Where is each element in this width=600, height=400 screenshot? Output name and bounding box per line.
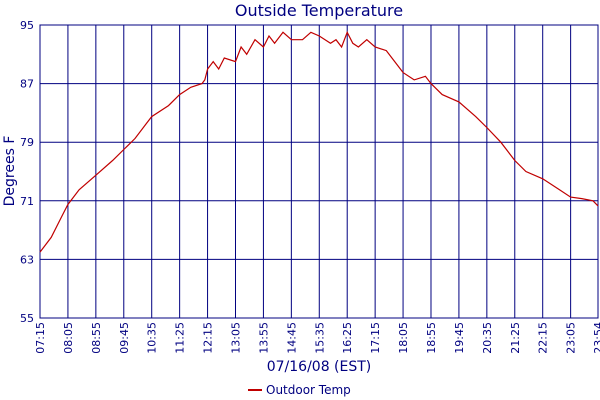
data-line: [39, 30, 599, 253]
x-tick-label: 09:45: [118, 322, 131, 354]
x-tick-label: 15:35: [313, 322, 326, 354]
y-axis-label: Degrees F: [2, 136, 18, 207]
x-tick-label: 18:05: [397, 322, 410, 354]
x-tick-label: 21:25: [509, 322, 522, 354]
x-tick-label: 13:55: [257, 322, 270, 354]
x-tick-label: 23:05: [565, 322, 578, 354]
x-tick-label: 18:55: [425, 322, 438, 354]
x-tick-label: 17:15: [369, 322, 382, 354]
y-tick-label: 95: [20, 19, 34, 32]
y-tick-label: 79: [20, 136, 34, 149]
x-tick-label: 16:25: [341, 322, 354, 354]
y-tick-label: 63: [20, 253, 34, 266]
x-tick-label: 20:35: [481, 322, 494, 354]
x-axis-label: 07/16/08 (EST): [267, 359, 372, 375]
y-tick-label: 87: [20, 78, 34, 91]
x-tick-label: 22:15: [537, 322, 550, 354]
y-tick-label: 55: [20, 312, 34, 325]
x-tick-label: 08:55: [90, 322, 103, 354]
x-tick-label: 13:05: [229, 322, 242, 354]
legend-label: Outdoor Temp: [266, 383, 351, 397]
x-tick-label: 07:15: [34, 322, 47, 354]
chart-title: Outside Temperature: [235, 1, 403, 20]
x-tick-label: 08:05: [62, 322, 75, 354]
x-tick-label: 23:54: [592, 322, 600, 354]
y-tick-label: 71: [20, 195, 34, 208]
x-tick-label: 10:35: [146, 322, 159, 354]
x-tick-label: 12:15: [202, 322, 215, 354]
x-tick-label: 19:45: [453, 322, 466, 354]
x-tick-label: 14:45: [285, 322, 298, 354]
x-tick-label: 11:25: [174, 322, 187, 354]
